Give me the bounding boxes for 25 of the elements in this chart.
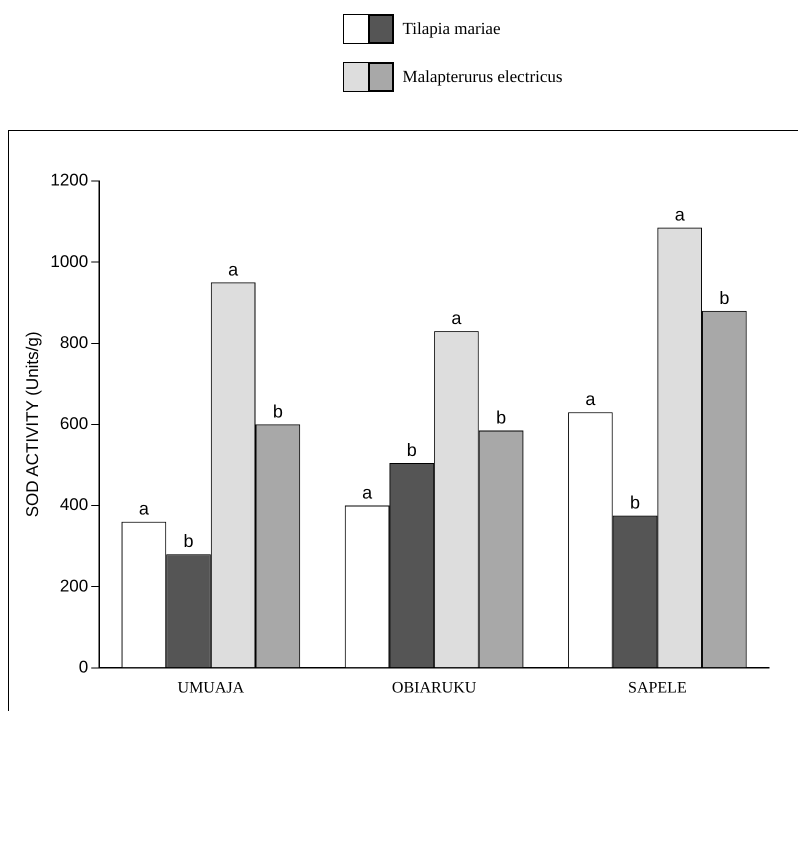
data-label: a bbox=[585, 389, 596, 410]
data-label: a bbox=[674, 204, 686, 225]
data-label: b bbox=[272, 401, 283, 422]
data-label: b bbox=[630, 492, 640, 513]
y-tick-label: 1000 bbox=[50, 252, 88, 271]
y-tick-label: 600 bbox=[60, 414, 88, 434]
data-label: a bbox=[228, 259, 240, 280]
x-tick-label: SAPELE bbox=[628, 680, 687, 697]
y-tick-label: 400 bbox=[60, 495, 88, 514]
data-label: b bbox=[719, 288, 730, 308]
x-tick-label: UMUAJA bbox=[178, 680, 245, 697]
y-axis-title: SOD ACTIVITY (Units/g) bbox=[22, 332, 42, 518]
legend-label: Tilapia mariae bbox=[402, 19, 501, 39]
data-label: a bbox=[138, 498, 150, 519]
y-tick-label: 0 bbox=[78, 657, 88, 676]
data-label: a bbox=[362, 482, 374, 502]
legend-label: Malapterurus electricus bbox=[402, 67, 562, 87]
data-label: b bbox=[184, 531, 194, 552]
data-label: b bbox=[496, 407, 506, 428]
x-tick-label: OBIARUKU bbox=[392, 680, 477, 697]
y-tick-label: 800 bbox=[60, 332, 88, 352]
y-tick-label: 200 bbox=[60, 576, 88, 596]
y-tick-label: 1200 bbox=[50, 170, 88, 190]
data-label: a bbox=[451, 308, 462, 328]
data-label: b bbox=[406, 440, 417, 460]
